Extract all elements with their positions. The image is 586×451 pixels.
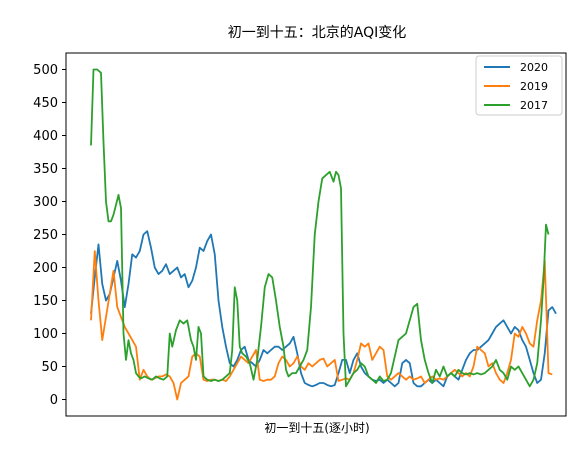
y-axis-ticks: 0 50 100 150 200 250 300 350 400 450 500 [33,63,66,408]
chart-title: 初一到十五：北京的AQI变化 [228,24,406,41]
y-tick-label: 100 [33,327,58,342]
legend: 2020 2019 2017 [475,55,563,116]
y-tick-label: 350 [33,162,58,177]
y-tick-label: 250 [33,228,58,243]
legend-box [475,55,563,116]
legend-label-2020: 2020 [520,61,548,74]
y-tick-label: 400 [33,129,58,144]
y-tick-label: 300 [33,195,58,210]
legend-label-2017: 2017 [520,99,548,112]
y-tick-label: 200 [33,261,58,276]
series-line-2017 [90,68,550,388]
y-tick-label: 500 [33,63,58,78]
y-tick-label: 150 [33,294,58,309]
y-tick-label: 0 [50,393,58,408]
x-axis-label: 初一到十五(逐小时) [264,421,369,435]
y-tick-label: 450 [33,96,58,111]
series-lines [90,68,557,401]
legend-label-2019: 2019 [520,80,548,93]
y-tick-label: 50 [41,360,58,375]
plot-area-frame [65,52,567,417]
